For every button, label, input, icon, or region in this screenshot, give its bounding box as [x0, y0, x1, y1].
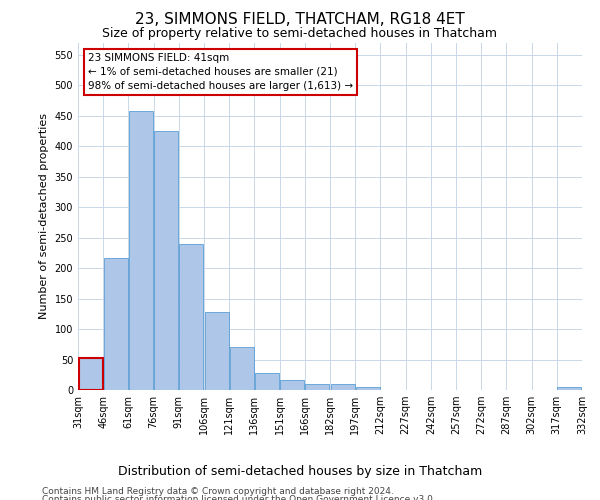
Bar — [129, 111, 153, 390]
Bar — [255, 373, 279, 390]
Bar — [331, 384, 355, 390]
Bar — [305, 384, 329, 390]
Bar — [104, 258, 128, 390]
Text: 23, SIMMONS FIELD, THATCHAM, RG18 4ET: 23, SIMMONS FIELD, THATCHAM, RG18 4ET — [135, 12, 465, 28]
Text: Contains public sector information licensed under the Open Government Licence v3: Contains public sector information licen… — [42, 495, 436, 500]
Bar — [230, 348, 254, 390]
Bar — [557, 387, 581, 390]
Text: Distribution of semi-detached houses by size in Thatcham: Distribution of semi-detached houses by … — [118, 465, 482, 478]
Text: Size of property relative to semi-detached houses in Thatcham: Size of property relative to semi-detach… — [103, 28, 497, 40]
Text: Contains HM Land Registry data © Crown copyright and database right 2024.: Contains HM Land Registry data © Crown c… — [42, 488, 394, 496]
Bar — [179, 244, 203, 390]
Bar — [154, 131, 178, 390]
Y-axis label: Number of semi-detached properties: Number of semi-detached properties — [39, 114, 49, 320]
Bar — [79, 358, 103, 390]
Text: 23 SIMMONS FIELD: 41sqm
← 1% of semi-detached houses are smaller (21)
98% of sem: 23 SIMMONS FIELD: 41sqm ← 1% of semi-det… — [88, 53, 353, 91]
Bar — [356, 387, 380, 390]
Bar — [280, 380, 304, 390]
Bar — [205, 312, 229, 390]
